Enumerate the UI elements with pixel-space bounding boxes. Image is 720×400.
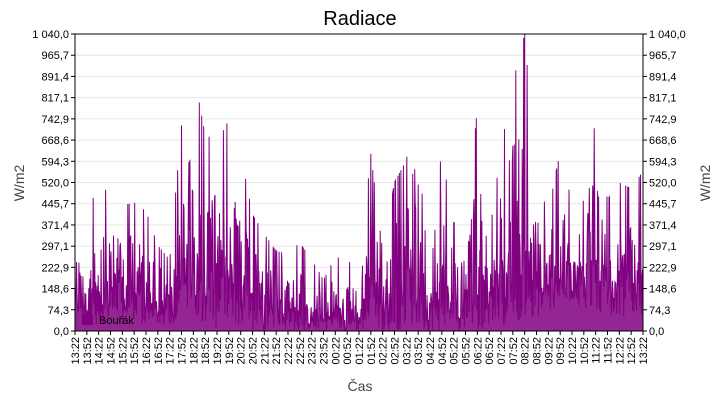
y-tick-label: 74,3 <box>48 305 69 317</box>
y-tick-label: 222,9 <box>649 262 677 274</box>
x-tick-label: 03:52 <box>413 337 425 365</box>
y-tick-label: 0,0 <box>54 326 69 338</box>
y-tick-label: 817,1 <box>41 93 69 105</box>
plot-series <box>74 33 644 332</box>
x-tick-label: 13:22 <box>70 337 82 365</box>
x-tick-label: 17:22 <box>165 337 177 365</box>
y-tick-label: 371,4 <box>649 220 677 232</box>
y-tick-label: 1 040,0 <box>649 29 686 41</box>
y-tick-label: 817,1 <box>649 93 677 105</box>
legend-label: Bouřák <box>99 315 134 327</box>
y-tick-label: 668,6 <box>41 135 69 147</box>
x-tick-label: 16:52 <box>153 337 165 365</box>
x-tick-label: 05:52 <box>461 337 473 365</box>
legend: Bouřák <box>82 314 134 327</box>
x-tick-label: 13:22 <box>638 337 650 365</box>
y-tick-label: 965,7 <box>649 50 677 62</box>
y-tick-label: 297,1 <box>41 241 69 253</box>
x-axis: 13:22 13:52 14:22 14:52 15:22 15:52 16:22 16:52… <box>70 331 650 365</box>
x-tick-label: 20:22 <box>236 337 248 365</box>
y-tick-label: 371,4 <box>41 220 69 232</box>
y-tick-label: 297,1 <box>649 241 677 253</box>
y-tick-label: 891,4 <box>41 71 69 83</box>
x-tick-label: 22:52 <box>295 337 307 365</box>
y-tick-label: 668,6 <box>649 135 677 147</box>
y-tick-label: 594,3 <box>41 156 69 168</box>
x-tick-label: 21:22 <box>259 337 271 365</box>
x-tick-label: 04:52 <box>437 337 449 365</box>
y-axis-left: 0,0 74,3 148,6 222,9 297,1 371,4 445,7 520,0 594… <box>32 29 75 338</box>
y-axis-label-right: W/m2 <box>697 165 713 202</box>
x-tick-label: 13:52 <box>82 337 94 365</box>
x-tick-label: 19:22 <box>212 337 224 365</box>
x-tick-label: 18:52 <box>200 337 212 365</box>
legend-swatch <box>82 314 93 325</box>
y-tick-label: 520,0 <box>649 178 677 190</box>
y-tick-label: 0,0 <box>649 326 664 338</box>
x-tick-label: 08:52 <box>532 337 544 365</box>
y-tick-label: 891,4 <box>649 71 677 83</box>
y-tick-label: 965,7 <box>41 50 69 62</box>
y-tick-label: 148,6 <box>41 284 69 296</box>
x-tick-label: 22:22 <box>283 337 295 365</box>
x-tick-label: 10:22 <box>567 337 579 365</box>
x-tick-label: 12:22 <box>614 337 626 365</box>
x-tick-label: 06:52 <box>484 337 496 365</box>
series-line <box>74 33 644 332</box>
x-tick-label: 04:22 <box>425 337 437 365</box>
x-tick-label: 19:52 <box>224 337 236 365</box>
y-tick-label: 148,6 <box>649 284 677 296</box>
x-tick-label: 07:52 <box>508 337 520 365</box>
x-axis-label: Čas <box>348 378 373 394</box>
y-tick-label: 742,9 <box>41 114 69 126</box>
x-tick-label: 02:22 <box>378 337 390 365</box>
x-tick-label: 15:52 <box>129 337 141 365</box>
x-tick-label: 07:22 <box>496 337 508 365</box>
y-tick-label: 520,0 <box>41 178 69 190</box>
x-tick-label: 00:22 <box>330 337 342 365</box>
x-tick-label: 09:22 <box>543 337 555 365</box>
x-tick-label: 23:52 <box>319 337 331 365</box>
x-tick-label: 12:52 <box>626 337 638 365</box>
x-tick-label: 14:22 <box>94 337 106 365</box>
x-tick-label: 15:22 <box>117 337 129 365</box>
y-axis-label-left: W/m2 <box>11 165 27 202</box>
x-tick-label: 21:52 <box>271 337 283 365</box>
y-tick-label: 1 040,0 <box>32 29 69 41</box>
y-tick-label: 594,3 <box>649 156 677 168</box>
y-tick-label: 445,7 <box>41 199 69 211</box>
y-tick-label: 445,7 <box>649 199 677 211</box>
x-tick-label: 18:22 <box>188 337 200 365</box>
x-tick-label: 01:22 <box>354 337 366 365</box>
y-tick-label: 74,3 <box>649 305 670 317</box>
y-tick-label: 742,9 <box>649 114 677 126</box>
x-tick-label: 06:22 <box>472 337 484 365</box>
x-tick-label: 09:52 <box>555 337 567 365</box>
x-tick-label: 11:52 <box>603 337 615 364</box>
x-tick-label: 14:52 <box>106 337 118 365</box>
x-tick-label: 01:52 <box>366 337 378 365</box>
y-axis-right: 0,0 74,3 148,6 222,9 297,1 371,4 445,7 520,0 594… <box>643 29 686 338</box>
x-tick-label: 10:52 <box>579 337 591 365</box>
x-tick-label: 02:52 <box>390 337 402 365</box>
y-tick-label: 222,9 <box>41 262 69 274</box>
x-tick-label: 08:22 <box>520 337 532 365</box>
x-tick-label: 00:52 <box>342 337 354 365</box>
x-tick-label: 05:22 <box>449 337 461 365</box>
x-tick-label: 11:22 <box>591 337 603 364</box>
chart-title: Radiace <box>323 8 396 30</box>
x-tick-label: 16:22 <box>141 337 153 365</box>
x-tick-label: 17:52 <box>177 337 189 365</box>
x-tick-label: 20:52 <box>248 337 260 365</box>
x-tick-label: 23:22 <box>307 337 319 365</box>
x-tick-label: 03:22 <box>401 337 413 365</box>
